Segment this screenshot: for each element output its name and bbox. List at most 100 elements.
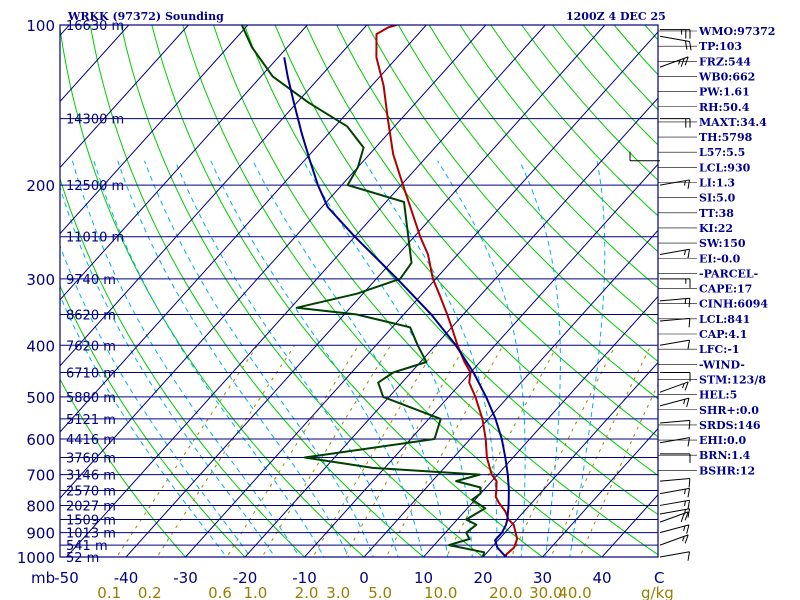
pressure-tick-label: 500 (26, 389, 55, 407)
index-value: CAPE:17 (699, 283, 752, 296)
wind-barb (660, 372, 691, 382)
pressure-tick-label: 800 (26, 497, 55, 515)
pressure-unit-label: mb (31, 569, 55, 587)
index-value: BSHR:12 (699, 464, 755, 477)
height-label: 3760 m (66, 451, 116, 466)
height-label: 8620 m (66, 308, 116, 323)
index-value: WB0:662 (698, 70, 755, 83)
moist-adiabat-line (117, 160, 350, 557)
temperature-tick-label: 20 (473, 569, 492, 587)
isotherm-line (60, 25, 249, 235)
mixing-ratio-tick-label: 20.0 (489, 584, 522, 600)
wind-barb (659, 508, 691, 518)
moist-adiabat-line (210, 160, 424, 557)
isotherm-line (60, 25, 368, 367)
moist-adiabat-line (437, 160, 526, 557)
wind-barb (659, 317, 691, 328)
index-value: MAXT:34.4 (699, 116, 767, 129)
wind-barbs (629, 29, 692, 561)
mixing-ratio-tick-label: 1.0 (243, 584, 267, 600)
dry-adiabat-line (243, 25, 658, 516)
index-value: TH:5798 (699, 131, 753, 144)
isotherm-line (60, 25, 70, 37)
mixing-ratio-line (156, 345, 296, 557)
dry-adiabat-line (151, 25, 544, 557)
index-value: BRN:1.4 (699, 449, 751, 462)
dry-adiabat-line (60, 177, 306, 557)
index-value: TT:38 (699, 207, 734, 220)
index-value: STM:123/8 (699, 373, 766, 386)
dry-adiabat-line (213, 25, 658, 556)
index-value: EI:-0.0 (699, 252, 741, 265)
height-label: 14300 m (66, 113, 124, 128)
index-value: LCL:930 (699, 161, 751, 174)
moist-adiabat-line (60, 185, 276, 557)
wind-barb (659, 524, 690, 534)
index-value: CAP:4.1 (699, 328, 747, 341)
mixing-ratio-line (445, 345, 558, 557)
wind-barb (659, 534, 689, 546)
isotherm-line (60, 25, 308, 301)
mixing-ratio-line (312, 345, 438, 557)
moist-adiabat-line (60, 294, 228, 557)
wind-barb (659, 339, 691, 350)
isotherm-line (65, 25, 546, 557)
wind-barb (659, 381, 689, 393)
wind-barb (659, 56, 689, 68)
wind-barb (659, 487, 691, 498)
index-value: HEL:5 (699, 389, 737, 402)
dry-adiabat-line (89, 25, 425, 557)
index-value: FRZ:544 (699, 55, 751, 68)
mixing-ratio-line (510, 345, 616, 557)
mixing-ratio-tick-label: 3.0 (326, 584, 350, 600)
height-label: 5880 m (66, 391, 116, 406)
moist-adiabat-line (144, 160, 374, 557)
mixing-ratio-tick-label: 0.6 (208, 584, 232, 600)
pressure-tick-label: 100 (26, 17, 55, 35)
wind-barb (659, 437, 691, 447)
mixing-ratio-lines (116, 345, 658, 557)
parcel-profile (283, 57, 510, 557)
index-value: SW:150 (699, 237, 746, 250)
dewpoint-profile (240, 25, 487, 557)
mixing-ratio-tick-label: 2.0 (295, 584, 319, 600)
pressure-tick-label: 400 (26, 337, 55, 355)
stability-indices: WMO:97372 TP:103 FRZ:544 WB0:662 PW:1.61 RH:5… (658, 25, 775, 477)
index-value: -PARCEL- (699, 267, 758, 280)
moist-adiabat-line (252, 160, 449, 557)
index-value: -WIND- (699, 358, 745, 371)
index-value: SHR+:0.0 (699, 404, 759, 417)
moist-adiabat-line (71, 160, 300, 557)
index-value: L57:5.5 (699, 146, 745, 159)
dry-adiabat-line (60, 284, 246, 557)
temperature-tick-label: 0 (359, 569, 369, 587)
dry-adiabat-line (367, 25, 658, 363)
height-label: 1013 m (66, 527, 116, 542)
index-value: TP:103 (699, 40, 742, 53)
mixing-ratio-line (343, 345, 466, 557)
height-label: 4416 m (66, 433, 116, 448)
height-label: 1509 m (66, 513, 116, 528)
mixing-ratio-tick-label: 0.2 (138, 584, 162, 600)
temperature-profile (375, 25, 519, 557)
index-value: LFC:-1 (699, 343, 740, 356)
wind-barb (659, 297, 691, 308)
mixing-ratio-unit-label: g/kg (641, 584, 674, 600)
pressure-tick-label: 600 (26, 431, 55, 449)
dry-adiabat-line (397, 25, 658, 326)
height-label: 5121 m (66, 413, 116, 428)
isotherm-line (303, 163, 658, 557)
sounding-profiles (240, 25, 519, 557)
pressure-tick-label: 900 (26, 525, 55, 543)
plot-frame (59, 24, 659, 558)
temperature-tick-label: 10 (414, 569, 433, 587)
wind-barb (660, 278, 691, 288)
dry-adiabat-line (336, 25, 658, 400)
dry-adiabat-line (490, 25, 658, 217)
temperature-tick-label: -50 (54, 569, 79, 587)
mixing-ratio-line (385, 345, 504, 557)
moist-adiabat-line (519, 160, 561, 557)
pressure-tick-label: 300 (26, 271, 55, 289)
wind-barb (659, 248, 691, 259)
